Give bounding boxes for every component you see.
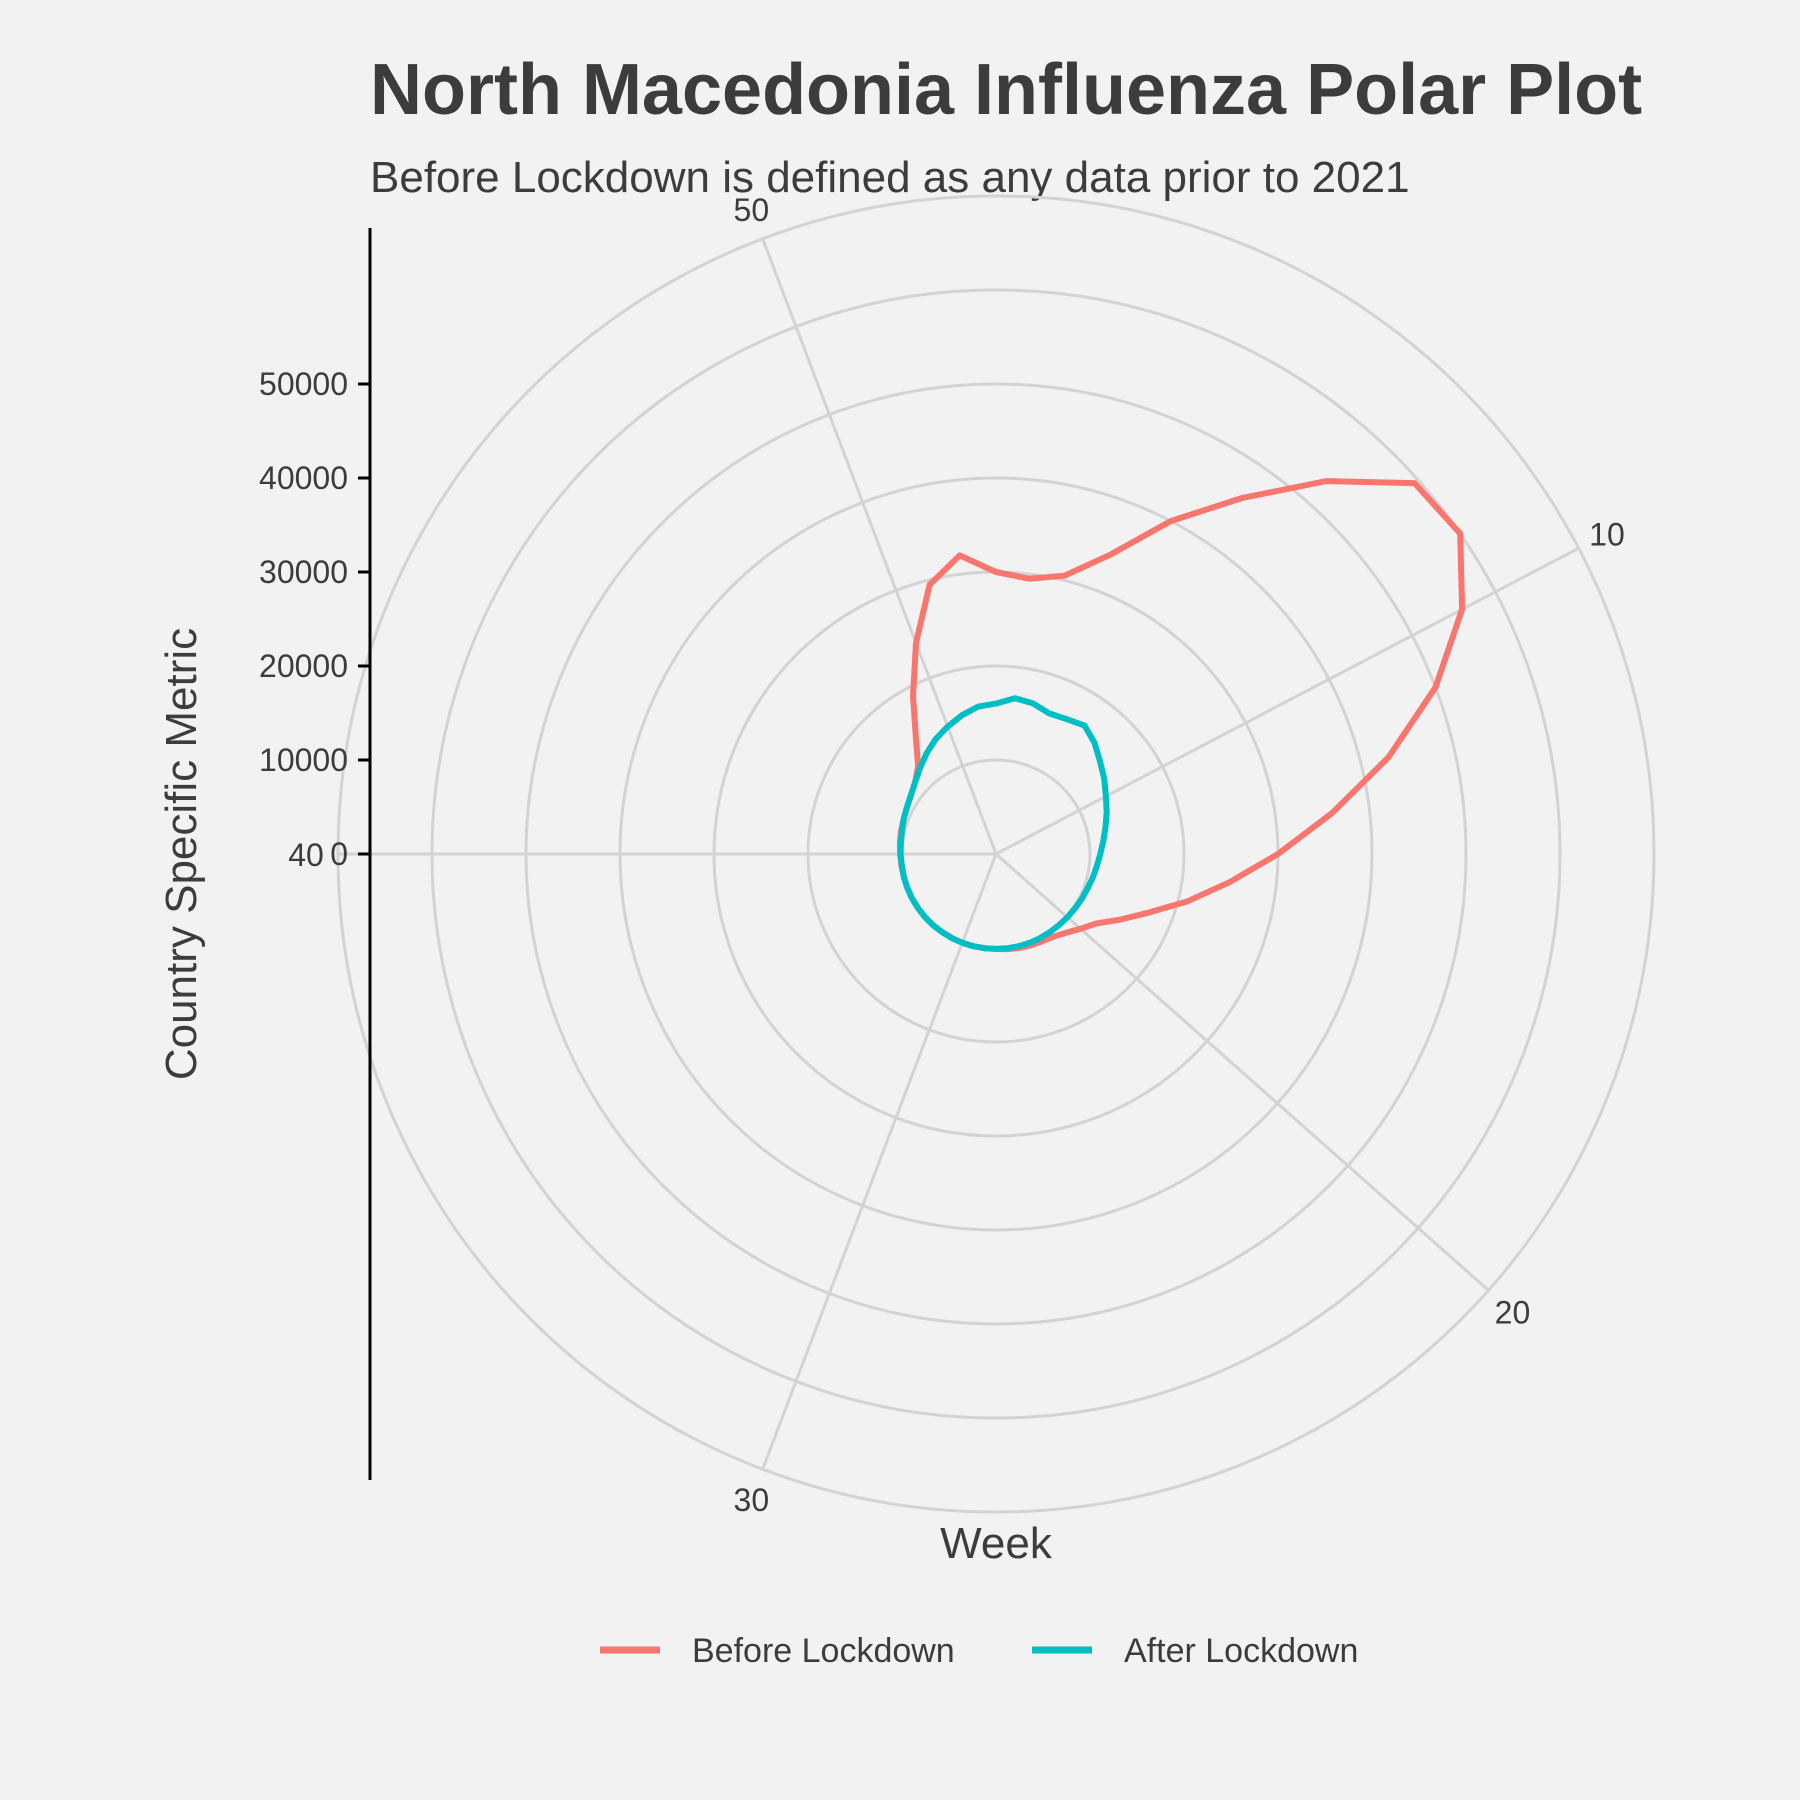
x-tick-label: 30 xyxy=(734,1482,770,1518)
y-tick-label: 0 xyxy=(330,836,348,872)
chart-subtitle: Before Lockdown is defined as any data p… xyxy=(370,153,1410,202)
legend: Before Lockdown After Lockdown xyxy=(600,1632,1358,1670)
chart-title: North Macedonia Influenza Polar Plot xyxy=(370,50,1642,130)
y-tick-label: 20000 xyxy=(259,648,348,684)
y-axis-ticks: 0 10000 20000 30000 40000 50000 xyxy=(259,366,370,872)
grid-spoke xyxy=(761,238,998,855)
y-tick-label: 30000 xyxy=(259,554,348,590)
y-tick-label: 50000 xyxy=(259,366,348,402)
x-axis-ticks: 10 20 30 40 50 xyxy=(288,192,1625,1518)
polar-grid xyxy=(336,194,1656,1514)
grid-spoke xyxy=(761,853,998,1470)
y-axis-title: Country Specific Metric xyxy=(157,628,206,1080)
series-line-after-lockdown xyxy=(897,695,1110,952)
legend-label: After Lockdown xyxy=(1124,1632,1358,1670)
x-tick-label: 40 xyxy=(288,837,324,873)
grid-spoke xyxy=(995,546,1580,856)
y-tick-label: 40000 xyxy=(259,460,348,496)
grid-spoke xyxy=(995,852,1490,1292)
x-tick-label: 20 xyxy=(1495,1295,1531,1331)
series-lines xyxy=(896,478,1466,953)
x-axis-title: Week xyxy=(940,1519,1053,1568)
x-tick-label: 50 xyxy=(734,192,770,228)
y-tick-label: 10000 xyxy=(259,742,348,778)
x-tick-label: 10 xyxy=(1589,516,1625,552)
legend-label: Before Lockdown xyxy=(692,1632,955,1670)
